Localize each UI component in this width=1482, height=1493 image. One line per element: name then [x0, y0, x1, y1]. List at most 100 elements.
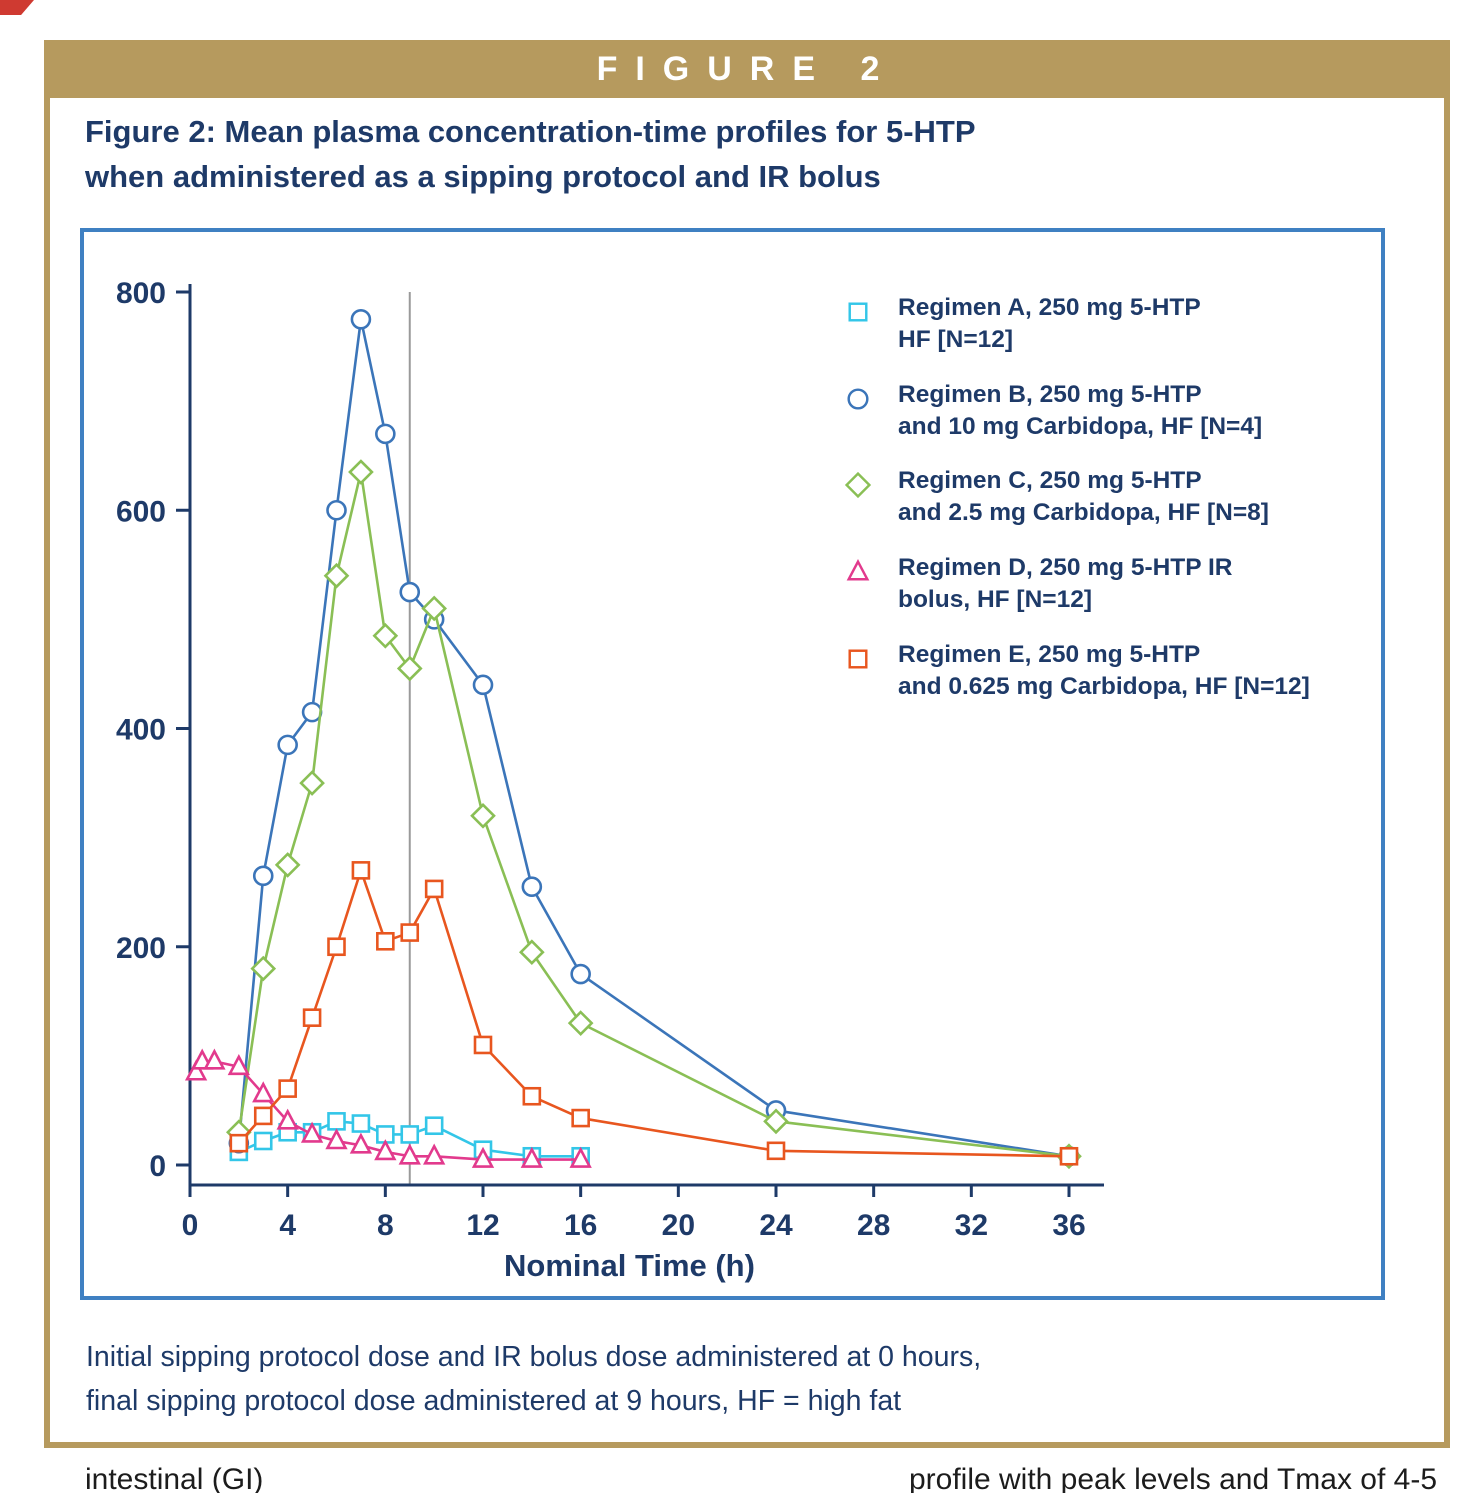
circle-marker: [375, 423, 396, 445]
square-marker-icon: [848, 649, 868, 669]
square-marker: [424, 879, 444, 899]
legend-item-d: Regimen D, 250 mg 5-HTP IR bolus, HF [N=1…: [842, 552, 1310, 616]
x-tick-label: 36: [1052, 1209, 1085, 1242]
square-marker: [848, 302, 868, 322]
legend-label-e: Regimen E, 250 mg 5-HTP and 0.625 mg Carb…: [898, 640, 1310, 700]
square-marker: [253, 1131, 273, 1151]
x-tick-label: 32: [955, 1209, 988, 1242]
legend-label-c: Regimen C, 250 mg 5-HTP and 2.5 mg Carbid…: [898, 467, 1269, 527]
x-tick-label: 4: [279, 1209, 296, 1242]
triangle-marker: [471, 1146, 495, 1168]
series-line-e: [237, 869, 1070, 1158]
diamond-marker: [299, 770, 325, 796]
legend-item-b: Regimen B, 250 mg 5-HTP and 10 mg Carbido…: [842, 379, 1310, 443]
x-axis-title: Nominal Time (h): [504, 1248, 755, 1283]
x-tick-label: 8: [377, 1209, 394, 1242]
y-tick-label: 0: [149, 1150, 166, 1183]
square-marker: [400, 923, 420, 942]
y-tick-label: 800: [116, 277, 166, 310]
triangle-marker: [374, 1139, 397, 1161]
series-line-c: [237, 470, 1070, 1158]
triangle-marker: [184, 1059, 208, 1081]
square-marker-icon: [848, 302, 868, 322]
figure-title: Figure 2: Mean plasma concentration-time…: [85, 110, 1335, 200]
triangle-marker: [203, 1048, 226, 1070]
triangle-marker: [300, 1121, 324, 1143]
cutoff-text-right: profile with peak levels and Tmax of 4-5: [908, 1463, 1437, 1493]
square-marker: [1059, 1146, 1079, 1166]
x-tick-label: 12: [466, 1209, 499, 1242]
square-marker: [229, 1133, 249, 1153]
circle-marker: [847, 388, 869, 410]
square-marker: [278, 1079, 297, 1098]
diamond-marker-icon: [844, 472, 872, 499]
circle-marker: [472, 674, 494, 696]
diamond-marker: [518, 939, 545, 966]
diamond-marker: [421, 595, 448, 622]
square-marker: [522, 1086, 542, 1106]
diamond-marker: [763, 1108, 789, 1135]
circle-marker: [399, 581, 421, 603]
page-corner-artifact: [0, 0, 34, 15]
square-marker: [302, 1008, 322, 1027]
chart-container: 0 200 400 600 800 0 4 8 12 16 20 24 28 32 36 Nominal Ti…: [80, 228, 1385, 1300]
triangle-marker: [520, 1146, 543, 1168]
legend-label-b: Regimen B, 250 mg 5-HTP and 10 mg Carbido…: [898, 380, 1263, 440]
cutoff-text-left: intestinal (GI): [85, 1463, 264, 1493]
diamond-marker: [348, 459, 374, 485]
diamond-marker: [372, 622, 399, 649]
x-tick-label: 0: [182, 1209, 199, 1242]
chart-svg: 0 200 400 600 800 0 4 8 12 16 20 24 28 32 36 Nominal Ti…: [116, 277, 1104, 1283]
circle-marker: [301, 701, 323, 723]
triangle-marker: [846, 559, 870, 581]
square-marker: [848, 649, 868, 669]
triangle-marker: [276, 1108, 299, 1130]
legend-item-e: Regimen E, 250 mg 5-HTP and 0.625 mg Carb…: [842, 639, 1310, 703]
figure-caption: Initial sipping protocol dose and IR bol…: [86, 1335, 1386, 1423]
square-marker: [351, 861, 371, 880]
y-tick-label: 600: [116, 495, 166, 528]
diamond-marker: [470, 802, 496, 829]
x-tick-label: 28: [857, 1209, 890, 1242]
triangle-marker: [569, 1146, 592, 1168]
square-marker: [766, 1141, 786, 1161]
figure-banner: FIGURE 2: [44, 40, 1450, 98]
triangle-marker-icon: [846, 559, 870, 581]
triangle-marker: [252, 1081, 275, 1103]
square-marker: [400, 1125, 420, 1144]
x-tick-label: 20: [662, 1209, 695, 1242]
diamond-marker: [396, 655, 423, 682]
square-marker: [376, 931, 395, 951]
caption-line2: final sipping protocol dose administered…: [86, 1385, 902, 1418]
square-marker: [424, 1116, 444, 1136]
circle-marker: [326, 499, 347, 521]
figure-title-line2: when administered as a sipping protocol …: [85, 158, 881, 194]
diamond-marker: [567, 1010, 594, 1036]
diamond-marker: [323, 562, 350, 589]
figure-frame: FIGURE 2 Figure 2: Mean plasma concentra…: [44, 40, 1450, 1448]
circle-marker: [521, 876, 543, 898]
x-tick-label: 24: [759, 1209, 793, 1242]
y-tick-label: 400: [116, 714, 166, 747]
triangle-marker: [398, 1143, 421, 1165]
caption-line1: Initial sipping protocol dose and IR bol…: [86, 1341, 982, 1373]
circle-marker: [277, 734, 298, 756]
y-tick-label: 200: [116, 932, 166, 965]
legend-label-a: Regimen A, 250 mg 5-HTP HF [N=12]: [898, 294, 1201, 353]
legend-item-c: Regimen C, 250 mg 5-HTP and 2.5 mg Carbid…: [842, 465, 1310, 529]
diamond-marker: [274, 852, 301, 878]
circle-marker: [570, 963, 591, 985]
triangle-marker: [325, 1128, 348, 1150]
diamond-marker: [844, 472, 872, 499]
legend-item-a: Regimen A, 250 mg 5-HTP HF [N=12]: [842, 292, 1310, 356]
circle-marker: [350, 308, 372, 330]
circle-marker-icon: [847, 388, 869, 410]
x-tick-label: 16: [564, 1209, 597, 1242]
circle-marker: [252, 865, 274, 887]
legend: Regimen A, 250 mg 5-HTP HF [N=12] Regimen …: [842, 292, 1310, 702]
square-marker: [327, 1112, 346, 1131]
legend-label-d: Regimen D, 250 mg 5-HTP IR bolus, HF [N=1…: [898, 554, 1233, 613]
square-marker: [473, 1035, 493, 1055]
square-marker: [351, 1114, 371, 1133]
